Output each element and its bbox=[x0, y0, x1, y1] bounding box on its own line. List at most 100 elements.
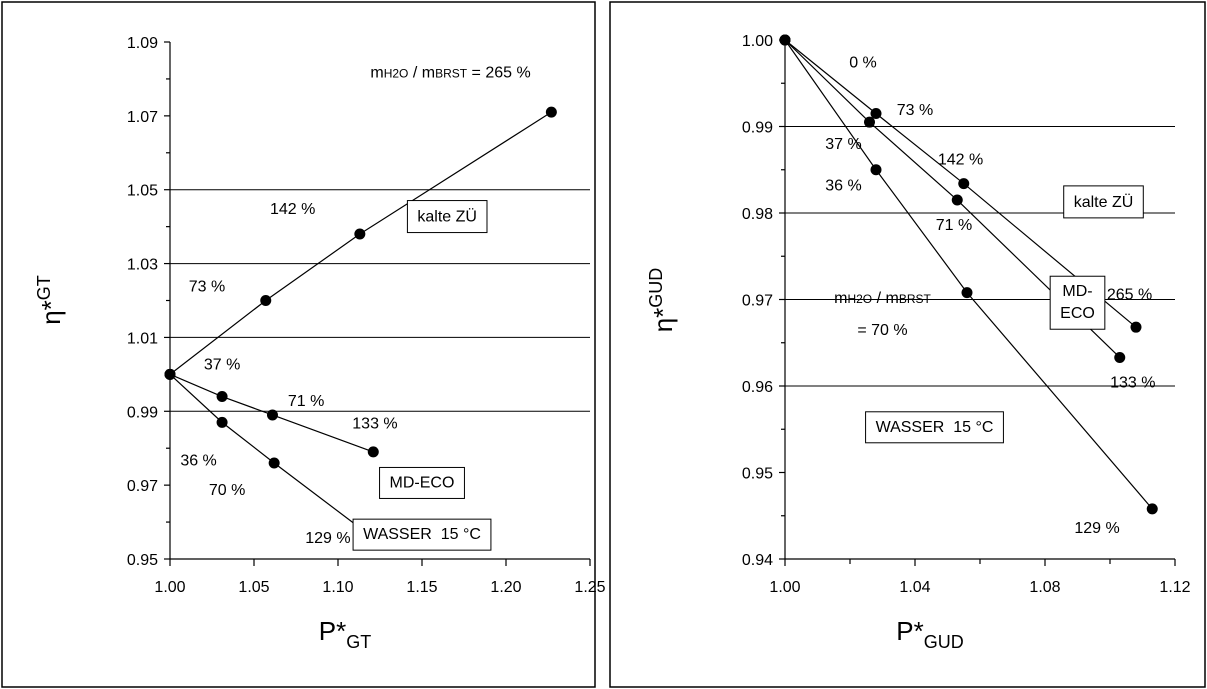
x-tick-label: 1.10 bbox=[322, 579, 353, 596]
data-point bbox=[951, 194, 963, 206]
y-axis-title-main: η* bbox=[648, 308, 678, 333]
series-label-box bbox=[379, 466, 465, 499]
series-label-box bbox=[1049, 275, 1106, 330]
y-tick-label: 1.09 bbox=[127, 35, 158, 52]
x-tick-label: 1.00 bbox=[769, 579, 800, 596]
data-point bbox=[164, 368, 176, 380]
y-tick-label: 1.00 bbox=[742, 33, 773, 50]
point-label: 0 % bbox=[849, 55, 877, 72]
formula-annotation: mH2O / mBRST = 265 % bbox=[370, 65, 530, 82]
formula-text: / m bbox=[872, 290, 899, 307]
y-tick-label: 1.07 bbox=[127, 109, 158, 126]
formula-text: m bbox=[834, 290, 847, 307]
data-point bbox=[961, 287, 973, 299]
point-label: 129 % bbox=[305, 530, 350, 547]
y-tick-label: 1.05 bbox=[127, 183, 158, 200]
y-tick-label: 0.95 bbox=[742, 466, 773, 483]
series-label-box bbox=[352, 518, 492, 551]
point-label: 73 % bbox=[189, 279, 225, 296]
point-label: 36 % bbox=[825, 177, 861, 194]
point-label: 36 % bbox=[180, 452, 216, 469]
series-label: MD-ECO bbox=[390, 474, 455, 491]
series-label: kalte ZÜ bbox=[1074, 193, 1134, 211]
y-tick-label: 0.96 bbox=[742, 379, 773, 396]
point-label: 71 % bbox=[288, 393, 324, 410]
x-axis-title-main: P* bbox=[319, 616, 346, 646]
x-axis-title-sub: GUD bbox=[924, 632, 964, 652]
y-axis-title: η*GT bbox=[34, 275, 66, 325]
x-tick-label: 1.05 bbox=[238, 579, 269, 596]
series-2: 36 % 129 % WASSER 15 °C bbox=[779, 34, 1158, 537]
series-line bbox=[784, 39, 1153, 510]
data-point bbox=[1146, 503, 1158, 515]
chart-frame bbox=[609, 1, 1206, 688]
series-label-box bbox=[1063, 185, 1144, 219]
data-point bbox=[367, 446, 379, 458]
series-label-box bbox=[865, 411, 1004, 444]
series-label: WASSER 15 °C bbox=[876, 419, 994, 436]
x-axis-title-sub: GT bbox=[346, 632, 371, 652]
formula-text: m bbox=[370, 65, 383, 82]
series-0: 73 % 142 % kalte ZÜ bbox=[164, 106, 557, 380]
point-label: 133 % bbox=[352, 415, 397, 432]
point-label: 133 % bbox=[1110, 375, 1155, 392]
x-axis-title: P*GT bbox=[319, 616, 371, 652]
x-tick-label: 1.25 bbox=[574, 579, 605, 596]
chart-right: 0.94 0.95 0.96 0.97 0.98 0.99 1.00 1.00 1.04 1.08… bbox=[609, 1, 1206, 688]
series-label: kalte ZÜ bbox=[417, 208, 477, 226]
formula-text: = 70 % bbox=[857, 322, 907, 339]
y-tick-label: 0.97 bbox=[742, 293, 773, 310]
point-label: 71 % bbox=[936, 217, 972, 234]
point-label: 37 % bbox=[204, 356, 240, 373]
series-label-line: ECO bbox=[1060, 305, 1095, 322]
formula-subscript: BRST bbox=[435, 67, 468, 81]
y-tick-label: 0.97 bbox=[127, 478, 158, 495]
point-label: 37 % bbox=[825, 136, 861, 153]
formula-subscript: H2O bbox=[847, 292, 872, 306]
series-line bbox=[169, 373, 374, 453]
formula-subscript: H2O bbox=[384, 67, 409, 81]
series-line bbox=[169, 373, 378, 542]
chart-frame bbox=[1, 1, 596, 688]
series-label: WASSER 15 °C bbox=[363, 526, 481, 543]
data-point bbox=[268, 457, 280, 469]
x-tick-label: 1.15 bbox=[406, 579, 437, 596]
point-label: 142 % bbox=[270, 201, 315, 218]
data-point bbox=[870, 164, 882, 176]
x-axis-title: P*GUD bbox=[896, 616, 963, 652]
formula-text: / m bbox=[408, 65, 435, 82]
y-tick-label: 0.99 bbox=[127, 404, 158, 421]
x-tick-label: 1.08 bbox=[1029, 579, 1060, 596]
data-point bbox=[958, 178, 970, 190]
series-label: MD- ECO bbox=[1060, 283, 1095, 322]
y-axis-title-sub: GUD bbox=[646, 268, 666, 308]
series-line bbox=[784, 39, 1137, 328]
x-tick-label: 1.20 bbox=[490, 579, 521, 596]
y-tick-label: 0.98 bbox=[742, 206, 773, 223]
formula-subscript: BRST bbox=[899, 292, 932, 306]
data-point bbox=[870, 108, 882, 120]
series-0: 0 % 73 % 142 % 265 % kalte ZÜ bbox=[779, 34, 1152, 333]
y-axis-title-main: η* bbox=[36, 300, 66, 325]
data-point bbox=[216, 391, 228, 403]
y-tick-label: 0.94 bbox=[742, 552, 773, 569]
y-tick-label: 1.03 bbox=[127, 257, 158, 274]
formula-annotation: = 70 % bbox=[857, 322, 907, 339]
point-label: 70 % bbox=[209, 482, 245, 499]
y-tick-label: 0.95 bbox=[127, 552, 158, 569]
series-line bbox=[784, 39, 1121, 358]
y-axis-title-sub: GT bbox=[34, 275, 54, 300]
point-label: 129 % bbox=[1074, 520, 1119, 537]
point-label: 73 % bbox=[897, 102, 933, 119]
y-axis-title: η*GUD bbox=[646, 268, 678, 333]
point-label: 265 % bbox=[1107, 286, 1152, 303]
data-point bbox=[1114, 351, 1126, 363]
x-tick-label: 1.00 bbox=[154, 579, 185, 596]
x-axis-title-main: P* bbox=[896, 616, 923, 646]
data-point bbox=[545, 106, 557, 118]
series-label-line: MD- bbox=[1062, 283, 1092, 300]
series-line bbox=[169, 111, 552, 375]
data-point bbox=[864, 116, 875, 128]
formula-text: = 265 % bbox=[467, 65, 531, 82]
